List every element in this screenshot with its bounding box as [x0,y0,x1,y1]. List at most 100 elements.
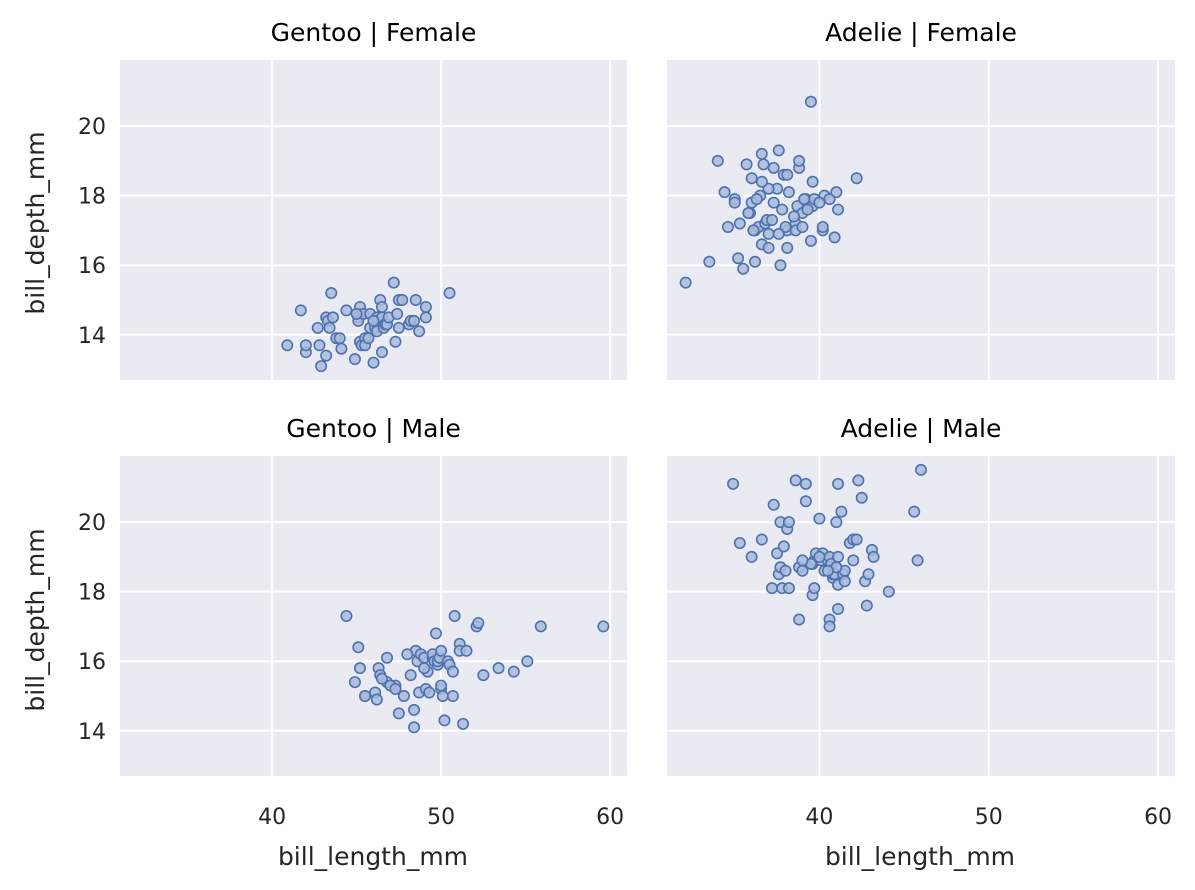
data-point [813,196,826,209]
data-point [787,210,800,223]
data-point [404,669,417,682]
data-point [762,227,775,240]
data-point [798,193,811,206]
data-point [799,477,812,490]
data-point [335,342,348,355]
data-point [776,203,789,216]
data-point [436,689,449,702]
data-point [353,662,366,675]
data-point [765,214,778,227]
data-point [350,307,363,320]
data-point [718,186,731,199]
x-tick-label: 50 [975,805,1003,830]
data-point [397,689,410,702]
data-point [911,554,924,567]
panel-background [667,456,1175,776]
data-point [779,564,792,577]
data-point [325,287,338,300]
data-point [711,154,724,167]
y-tick-label: 14 [78,720,106,745]
data-point [391,307,404,320]
data-point [408,314,421,327]
y-tick-label: 18 [78,581,106,606]
data-point [740,158,753,171]
data-point [782,582,795,595]
data-point [757,158,770,171]
data-point [389,335,402,348]
data-point [852,474,865,487]
data-point [847,554,860,567]
data-point [352,641,365,654]
data-point [367,314,380,327]
data-point [774,259,787,272]
data-point [808,582,821,595]
data-point [745,550,758,563]
data-point [750,193,763,206]
data-point [882,585,895,598]
data-point [745,172,758,185]
data-point [348,353,361,366]
data-point [381,651,394,664]
data-point [392,321,405,334]
data-point [315,360,328,373]
data-point [742,207,755,220]
data-point [396,293,409,306]
data-point [728,196,741,209]
data-point [348,676,361,689]
data-point [438,714,451,727]
data-point [294,304,307,317]
data-point [762,182,775,195]
data-point [737,262,750,275]
data-point [408,721,421,734]
data-point [793,154,806,167]
data-point [835,505,848,518]
data-point [813,550,826,563]
panel-title: Adelie | Female [825,18,1017,47]
data-point [732,252,745,265]
facet-panels: Gentoo | Female 14 16 18 20 Adelie | Female Ge… [78,18,1175,830]
data-point [727,477,740,490]
data-point [313,339,326,352]
data-point [855,491,868,504]
data-point [850,172,863,185]
data-point [832,550,845,563]
data-point [401,648,414,661]
data-point [597,620,610,633]
data-point [796,554,809,567]
panel-title: Gentoo | Female [271,18,477,47]
y-tick-label: 20 [78,511,106,536]
x-axis-label-left: bill_length_mm [278,842,468,871]
data-point [908,505,921,518]
data-point [772,144,785,157]
data-point [413,325,426,338]
data-point [804,95,817,108]
y-tick-label: 14 [78,324,106,349]
data-point [823,193,836,206]
data-point [446,665,459,678]
data-point [423,686,436,699]
data-point [823,620,836,633]
data-point [867,550,880,563]
data-point [762,241,775,254]
data-point [460,644,473,657]
data-point [507,665,520,678]
data-point [340,609,353,622]
data-point [779,220,792,233]
x-tick-label: 60 [596,805,624,830]
data-point [804,234,817,247]
facet-panel: Adelie | Male 40 50 60 [667,414,1175,830]
data-point [703,255,716,268]
y-tick-label: 20 [78,115,106,140]
data-point [850,533,863,546]
data-point [679,276,692,289]
data-point [755,147,768,160]
data-point [311,321,324,334]
data-point [477,669,490,682]
y-tick-label: 16 [78,254,106,279]
data-point [299,339,312,352]
data-point [721,220,734,233]
data-point [765,582,778,595]
data-point [793,613,806,626]
data-point [370,693,383,706]
panel-title: Gentoo | Male [286,414,461,443]
